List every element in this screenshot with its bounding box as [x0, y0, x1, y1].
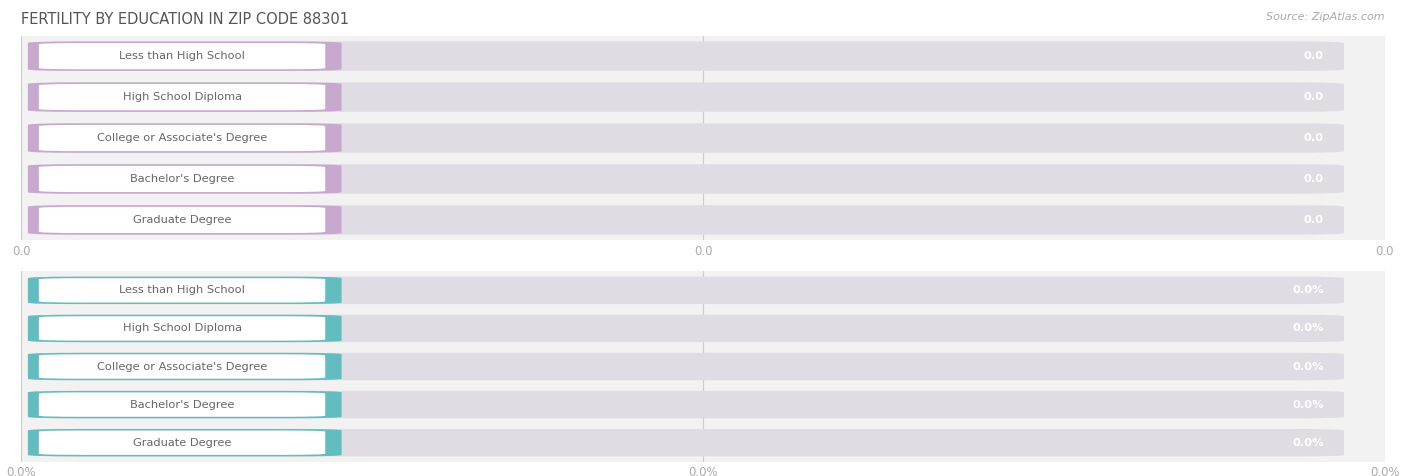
FancyBboxPatch shape [39, 166, 325, 192]
Text: 0.0: 0.0 [1303, 92, 1323, 102]
FancyBboxPatch shape [28, 41, 342, 71]
Text: High School Diploma: High School Diploma [122, 323, 242, 334]
FancyBboxPatch shape [39, 354, 325, 379]
Text: 0.0%: 0.0% [1292, 323, 1323, 334]
FancyBboxPatch shape [28, 391, 1344, 418]
FancyBboxPatch shape [39, 43, 325, 69]
FancyBboxPatch shape [28, 82, 342, 112]
FancyBboxPatch shape [28, 164, 342, 194]
FancyBboxPatch shape [39, 207, 325, 233]
FancyBboxPatch shape [28, 205, 342, 235]
FancyBboxPatch shape [28, 315, 342, 342]
Bar [21, 271, 1385, 309]
FancyBboxPatch shape [39, 125, 325, 151]
Text: 0.0%: 0.0% [1292, 437, 1323, 448]
Text: 0.0: 0.0 [1303, 174, 1323, 184]
FancyBboxPatch shape [39, 316, 325, 341]
Bar [21, 347, 1385, 386]
Text: Graduate Degree: Graduate Degree [132, 215, 231, 225]
Text: Source: ZipAtlas.com: Source: ZipAtlas.com [1267, 12, 1385, 22]
Text: 0.0: 0.0 [1303, 215, 1323, 225]
Text: High School Diploma: High School Diploma [122, 92, 242, 102]
FancyBboxPatch shape [39, 84, 325, 110]
Text: 0.0%: 0.0% [1292, 285, 1323, 296]
FancyBboxPatch shape [28, 41, 1344, 71]
FancyBboxPatch shape [39, 392, 325, 417]
FancyBboxPatch shape [39, 430, 325, 455]
FancyBboxPatch shape [28, 123, 342, 153]
Text: Bachelor's Degree: Bachelor's Degree [129, 174, 235, 184]
Bar [21, 386, 1385, 424]
FancyBboxPatch shape [28, 353, 342, 380]
Bar [21, 199, 1385, 240]
Text: Bachelor's Degree: Bachelor's Degree [129, 399, 235, 410]
FancyBboxPatch shape [28, 429, 1344, 456]
Text: Less than High School: Less than High School [120, 51, 245, 61]
Bar [21, 36, 1385, 77]
Text: 0.0: 0.0 [1303, 51, 1323, 61]
FancyBboxPatch shape [28, 205, 1344, 235]
FancyBboxPatch shape [28, 429, 342, 456]
FancyBboxPatch shape [28, 315, 1344, 342]
Bar [21, 309, 1385, 347]
FancyBboxPatch shape [28, 277, 1344, 304]
Bar [21, 118, 1385, 159]
Text: College or Associate's Degree: College or Associate's Degree [97, 133, 267, 143]
FancyBboxPatch shape [28, 391, 342, 418]
FancyBboxPatch shape [28, 123, 1344, 153]
Text: College or Associate's Degree: College or Associate's Degree [97, 361, 267, 372]
Text: Graduate Degree: Graduate Degree [132, 437, 231, 448]
FancyBboxPatch shape [28, 82, 1344, 112]
Bar [21, 159, 1385, 199]
Bar [21, 77, 1385, 118]
FancyBboxPatch shape [28, 164, 1344, 194]
FancyBboxPatch shape [39, 278, 325, 303]
Text: FERTILITY BY EDUCATION IN ZIP CODE 88301: FERTILITY BY EDUCATION IN ZIP CODE 88301 [21, 12, 349, 27]
FancyBboxPatch shape [28, 353, 1344, 380]
Text: 0.0: 0.0 [1303, 133, 1323, 143]
Text: 0.0%: 0.0% [1292, 399, 1323, 410]
Text: Less than High School: Less than High School [120, 285, 245, 296]
FancyBboxPatch shape [28, 277, 342, 304]
Bar [21, 424, 1385, 462]
Text: 0.0%: 0.0% [1292, 361, 1323, 372]
